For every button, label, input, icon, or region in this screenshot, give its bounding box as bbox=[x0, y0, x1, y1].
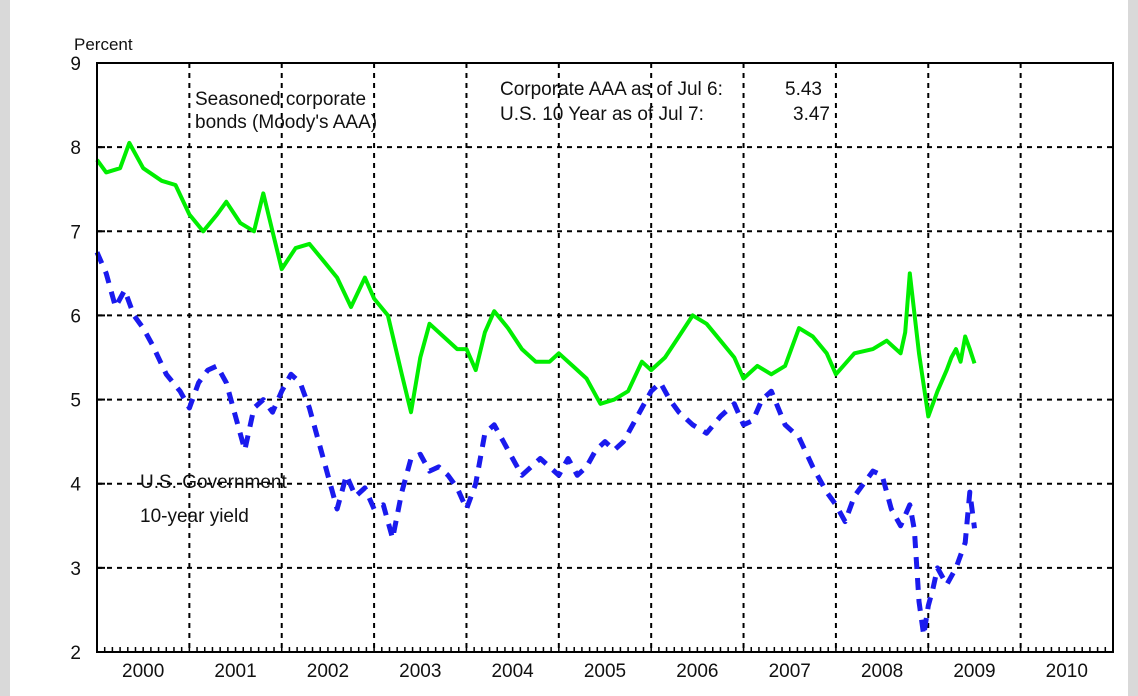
y-tick-label-2: 2 bbox=[70, 643, 81, 664]
x-tick-label-2009: 2009 bbox=[953, 661, 995, 682]
axis-ticks bbox=[96, 62, 1114, 653]
x-tick-label-2000: 2000 bbox=[122, 661, 164, 682]
gov-asof-label: U.S. 10 Year as of Jul 7: bbox=[500, 104, 704, 125]
corporate-note-line2: bonds (Moody's AAA) bbox=[195, 112, 377, 133]
y-tick-label-9: 9 bbox=[70, 54, 81, 75]
gov-note-line1: U.S. Government bbox=[140, 472, 287, 493]
grid-lines bbox=[97, 63, 1113, 652]
corporate-asof-value: 5.43 bbox=[785, 79, 822, 100]
treasury-10yr-line bbox=[94, 251, 977, 638]
y-tick-label-3: 3 bbox=[70, 559, 81, 580]
y-axis-label: Percent bbox=[74, 35, 133, 54]
y-tick-label-4: 4 bbox=[70, 475, 81, 496]
x-tick-label-2010: 2010 bbox=[1046, 661, 1088, 682]
x-tick-label-2003: 2003 bbox=[399, 661, 441, 682]
x-tick-label-2002: 2002 bbox=[307, 661, 349, 682]
yield-chart: 2 3 4 5 6 7 8 9 2000 2001 2002 2003 2004 2005 2006 2007… bbox=[70, 35, 1114, 682]
series-layer bbox=[94, 140, 977, 638]
axis-labels: 2 3 4 5 6 7 8 9 2000 2001 2002 2003 2004 2005 2006 2007… bbox=[70, 54, 1088, 682]
chart-frame: 2 3 4 5 6 7 8 9 2000 2001 2002 2003 2004 2005 2006 2007… bbox=[10, 0, 1128, 696]
corporate-note-line1: Seasoned corporate bbox=[195, 89, 366, 110]
corporate-asof-label: Corporate AAA as of Jul 6: bbox=[500, 79, 723, 100]
x-tick-label-2005: 2005 bbox=[584, 661, 626, 682]
gov-asof-value: 3.47 bbox=[793, 104, 830, 125]
plot-area bbox=[97, 63, 1113, 652]
y-tick-label-8: 8 bbox=[70, 138, 81, 159]
corporate-aaa-line bbox=[95, 140, 977, 419]
y-tick-label-6: 6 bbox=[70, 306, 81, 327]
x-tick-label-2008: 2008 bbox=[861, 661, 903, 682]
y-tick-label-5: 5 bbox=[70, 391, 81, 412]
x-tick-label-2007: 2007 bbox=[769, 661, 811, 682]
x-tick-label-2006: 2006 bbox=[676, 661, 718, 682]
x-tick-label-2001: 2001 bbox=[214, 661, 256, 682]
y-tick-label-7: 7 bbox=[70, 222, 81, 243]
x-tick-label-2004: 2004 bbox=[491, 661, 534, 682]
gov-note-line2: 10-year yield bbox=[140, 506, 249, 527]
